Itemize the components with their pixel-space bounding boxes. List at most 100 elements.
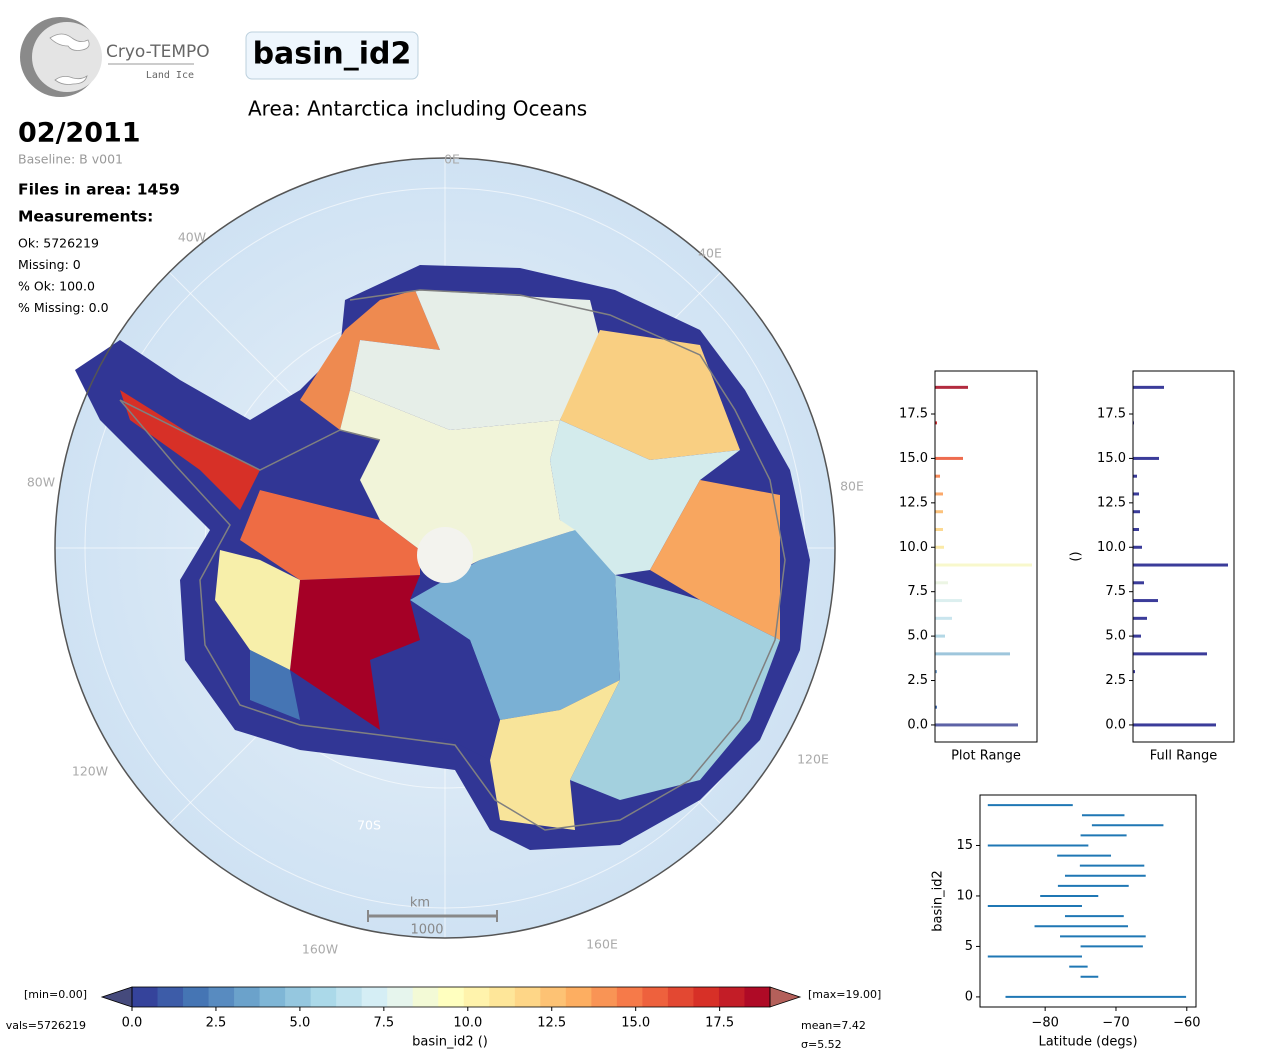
bar [1133, 563, 1228, 567]
y-tick-label: 10.0 [1097, 540, 1126, 555]
colorbar-tick-label: 5.0 [290, 1016, 311, 1031]
colorbar-segment [234, 987, 261, 1007]
title: basin_id2 [253, 37, 412, 72]
colorbar-segment [310, 987, 337, 1007]
colorbar-segment [361, 987, 388, 1007]
colorbar-segment [259, 987, 286, 1007]
colorbar-segment [438, 987, 465, 1007]
y-tick-label: 0.0 [1105, 717, 1126, 732]
colorbar-tick-label: 17.5 [705, 1016, 734, 1031]
longitude-label: 40E [698, 246, 722, 261]
x-tick-label: −80 [1031, 1016, 1058, 1031]
y-tick-label: 0 [965, 989, 973, 1004]
y-tick-label: 10 [956, 888, 973, 903]
bar [1133, 385, 1164, 389]
basins [75, 265, 810, 850]
measurement: % Missing: 0.0 [18, 300, 109, 315]
colorbar-segment [514, 987, 541, 1007]
y-tick-label: 15.0 [1097, 451, 1126, 466]
coastline [119, 289, 786, 831]
bar [935, 492, 943, 496]
map: km 1000 70S [54, 157, 836, 939]
x-tick-label: −60 [1173, 1016, 1200, 1031]
longitude-label: 120E [797, 752, 829, 767]
colorbar-segment [463, 987, 490, 1007]
bar [1133, 634, 1141, 638]
x-tick-label: −70 [1102, 1016, 1129, 1031]
bar [935, 705, 937, 709]
y-tick-label: 5.0 [907, 629, 928, 644]
bar [935, 581, 948, 585]
y-tick-label: 10.0 [899, 540, 928, 555]
colorbar-segment [208, 987, 235, 1007]
bar [935, 385, 968, 389]
colorbar-tick-label: 10.0 [453, 1016, 482, 1031]
colorbar-segment [336, 987, 363, 1007]
x-axis-label: Latitude (degs) [1038, 1035, 1137, 1050]
bar [935, 723, 1018, 727]
bar [935, 527, 943, 531]
measurements-heading: Measurements: [18, 208, 153, 226]
scale-length: 1000 [410, 923, 443, 938]
bar [1133, 599, 1158, 603]
measurement: Ok: 5726219 [18, 236, 99, 251]
y-tick-label: 15 [956, 838, 973, 853]
logo: Cryo-TEMPO Land Ice [20, 17, 210, 97]
bar [1133, 616, 1147, 620]
y-tick-label: 0.0 [907, 717, 928, 732]
colorbar-tick-label: 7.5 [373, 1016, 394, 1031]
colorbar-tick-label: 0.0 [122, 1016, 143, 1031]
colorbar-segment [667, 987, 694, 1007]
colorbar-tick-label: 15.0 [621, 1016, 650, 1031]
colorbar-label: basin_id2 () [412, 1035, 488, 1050]
logo-title: Cryo-TEMPO [106, 42, 210, 62]
colorbar-stat: mean=7.42 [801, 1019, 866, 1032]
y-tick-label: 15.0 [899, 451, 928, 466]
bar [935, 456, 963, 460]
y-tick-label: 2.5 [907, 673, 928, 688]
longitude-label: 0E [444, 152, 460, 167]
files: Files in area: 1459 [18, 181, 180, 199]
bar [935, 599, 962, 603]
bar [935, 563, 1032, 567]
bar [1133, 581, 1144, 585]
bar [1133, 723, 1216, 727]
colorbar-segment [387, 987, 414, 1007]
bar [935, 670, 937, 674]
colorbar-segment [718, 987, 745, 1007]
y-tick-label: 17.5 [899, 406, 928, 421]
colorbar-segment [565, 987, 592, 1007]
colorbar-segment [489, 987, 516, 1007]
bar [1133, 510, 1140, 514]
measurement: % Ok: 100.0 [18, 279, 95, 294]
bar [935, 421, 937, 425]
colorbar-segment [412, 987, 439, 1007]
longitude-label: 80W [27, 475, 55, 490]
bar [1133, 474, 1137, 478]
bar [935, 510, 943, 514]
y-tick-label: 7.5 [907, 584, 928, 599]
y-axis-label: basin_id2 [931, 870, 946, 931]
colorbar-segment [693, 987, 720, 1007]
colorbar-under [100, 986, 133, 1008]
colorbar-tick-label: 12.5 [537, 1016, 566, 1031]
bar [1133, 545, 1142, 549]
scale-unit: km [410, 896, 430, 911]
colorbar-frame [131, 986, 771, 1008]
bar [1133, 527, 1139, 531]
title-box [245, 31, 419, 80]
bar [935, 616, 952, 620]
y-tick-label: 5.0 [1105, 629, 1126, 644]
colorbar-segment [157, 987, 184, 1007]
baseline: Baseline: B v001 [18, 152, 123, 167]
latitude-label: 70S [357, 818, 381, 833]
y-tick-label: 5 [965, 939, 973, 954]
map-border [54, 157, 836, 939]
colorbar-segment [540, 987, 567, 1007]
axes-frame [1132, 370, 1235, 743]
colorbar-segment [642, 987, 669, 1007]
colorbar-count: vals=5726219 [6, 1019, 86, 1032]
